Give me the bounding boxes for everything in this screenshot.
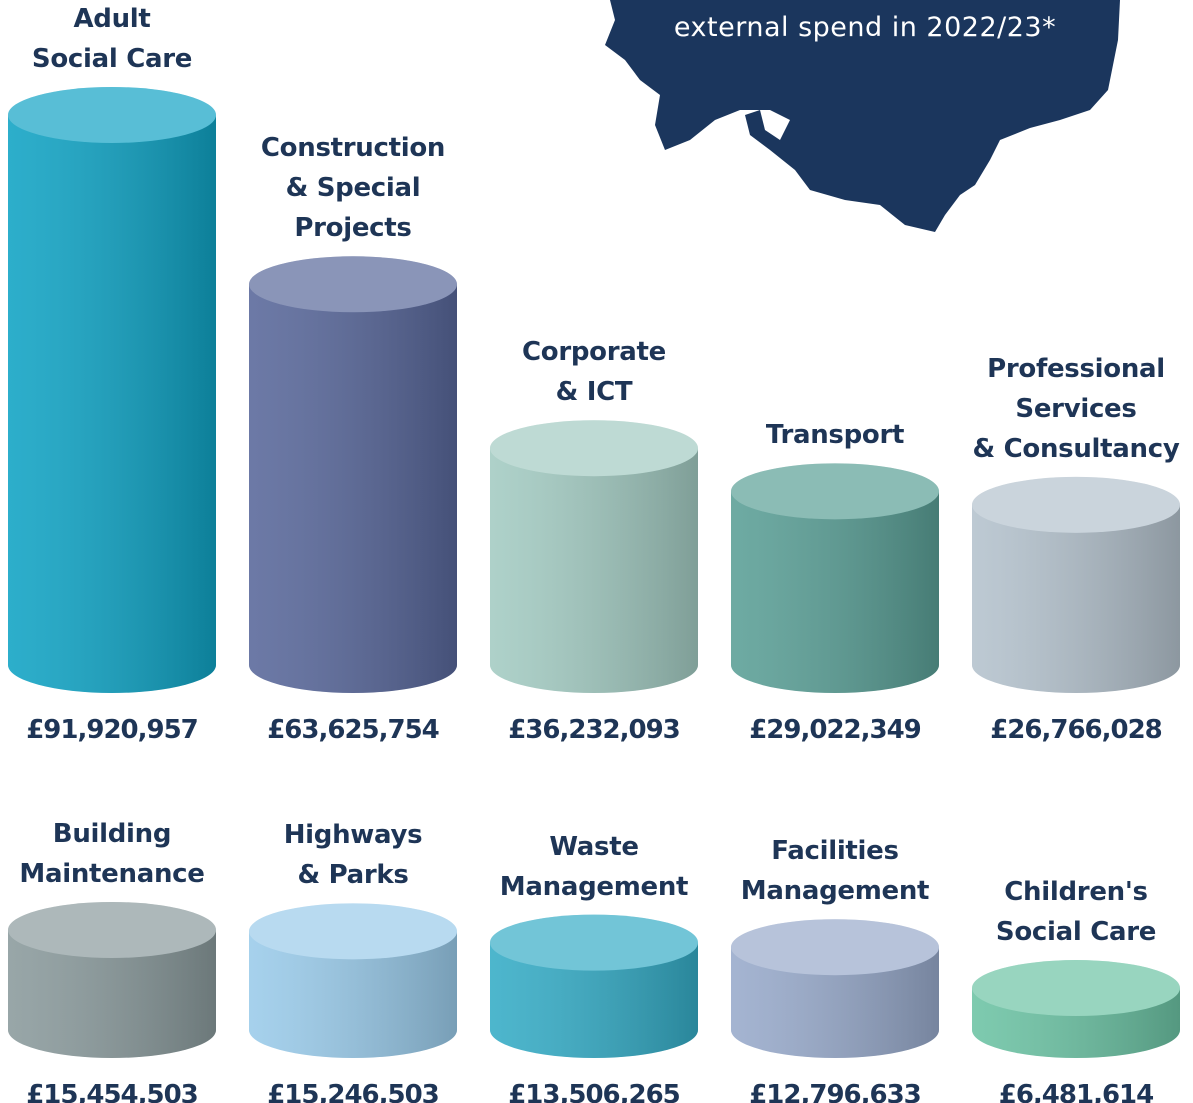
cylinder-shade (249, 284, 457, 693)
category-label: Children's Social Care (995, 877, 1157, 948)
category-label: Highways & Parks (283, 820, 423, 891)
cylinder-top-light (731, 919, 939, 976)
value-label: £12,796,633 (749, 1080, 922, 1103)
cylinder-top (731, 919, 939, 976)
cylinder (490, 914, 698, 1058)
value-label: £63,625,754 (267, 715, 440, 745)
cylinder-top-light (972, 960, 1180, 1017)
cylinder-top (731, 463, 939, 520)
cylinder-shade (490, 942, 698, 1058)
category-label: Facilities Management (740, 836, 930, 907)
cylinder-shade (8, 930, 216, 1058)
cylinder-top (249, 256, 457, 313)
cylinder-shade (249, 931, 457, 1058)
value-label: £15,246,503 (267, 1080, 440, 1103)
cylinder-shade (731, 947, 939, 1058)
cylinder-top (490, 420, 698, 477)
cylinder-top-light (731, 463, 939, 520)
cylinder (8, 87, 216, 693)
cylinder-top (8, 902, 216, 958)
cylinder (490, 420, 698, 693)
category-label: Professional Services & Consultancy (972, 353, 1180, 464)
cylinder-top-light (8, 87, 216, 143)
map-shape (605, 0, 1120, 232)
cylinder-shade (731, 491, 939, 693)
cylinder (731, 463, 939, 693)
cylinder-top (8, 87, 216, 143)
cylinder-top-light (249, 256, 457, 313)
title: external spend in 2022/23* (673, 12, 1057, 43)
cylinder-top-light (249, 903, 457, 960)
category-label: Transport (765, 420, 905, 451)
cylinder (8, 902, 216, 1058)
cylinder-shade (490, 448, 698, 693)
category-label: Construction & Special Projects (260, 133, 446, 244)
category-label: Corporate & ICT (522, 337, 666, 408)
value-label: £15,454,503 (26, 1080, 199, 1103)
value-label: £91,920,957 (26, 715, 199, 745)
value-label: £26,766,028 (990, 715, 1163, 745)
cylinder (249, 903, 457, 1058)
cylinder-top-light (972, 476, 1180, 533)
category-label: Building Maintenance (19, 819, 205, 889)
value-label: £13,506,265 (508, 1080, 681, 1103)
value-label: £6,481,614 (998, 1080, 1154, 1103)
cylinder (972, 960, 1180, 1058)
cylinder-top (490, 914, 698, 971)
cylinder (972, 476, 1180, 693)
cylinder (731, 919, 939, 1058)
value-label: £36,232,093 (508, 715, 681, 745)
cylinder-top-light (490, 914, 698, 971)
cylinder-shade (8, 115, 216, 693)
cylinder-top (972, 476, 1180, 533)
cylinder-top (972, 960, 1180, 1017)
category-label: Waste Management (499, 831, 689, 902)
cylinder-top (249, 903, 457, 960)
cylinder-top-light (490, 420, 698, 477)
cylinder (249, 256, 457, 693)
value-label: £29,022,349 (749, 715, 922, 745)
cylinder-shade (972, 504, 1180, 693)
category-label: Adult Social Care (31, 4, 193, 74)
cylinder-top-light (8, 902, 216, 958)
